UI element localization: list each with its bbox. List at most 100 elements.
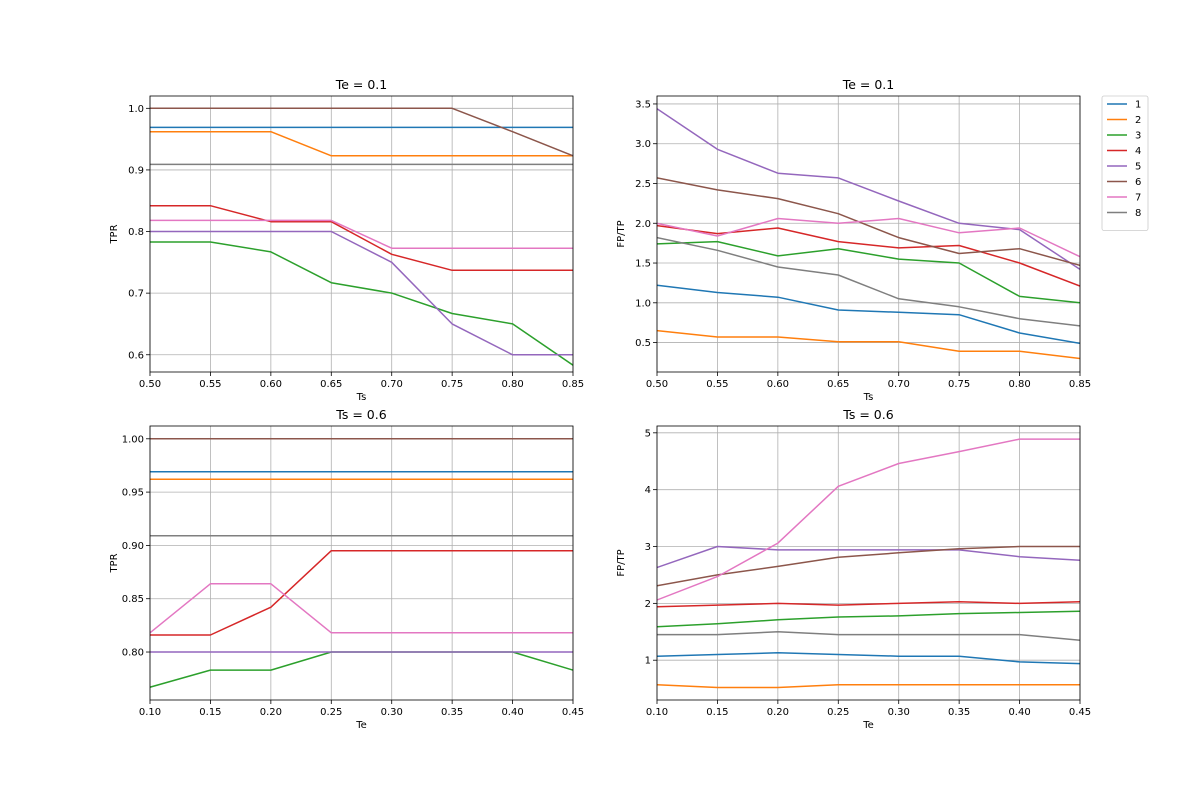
x-axis-label: Te bbox=[862, 720, 874, 731]
series-line-3 bbox=[150, 241, 573, 367]
x-tick-label: 0.65 bbox=[320, 379, 342, 390]
series-line-8 bbox=[657, 631, 1080, 642]
x-tick-label: 0.40 bbox=[501, 707, 523, 718]
subplot-title: Ts = 0.6 bbox=[335, 407, 386, 422]
x-tick-label: 0.85 bbox=[562, 379, 584, 390]
series-line-7 bbox=[150, 219, 573, 249]
series-group bbox=[657, 107, 1080, 360]
axes-frame bbox=[149, 425, 574, 701]
y-axis-label: TPR bbox=[109, 553, 120, 573]
legend-label-1: 1 bbox=[1135, 100, 1141, 111]
series-line-7 bbox=[150, 583, 573, 634]
y-tick-label: 0.7 bbox=[128, 289, 144, 300]
x-tick-label: 0.80 bbox=[1008, 379, 1030, 390]
legend-label-4: 4 bbox=[1135, 146, 1141, 157]
subplot-title: Ts = 0.6 bbox=[842, 407, 893, 422]
y-tick-label: 4 bbox=[645, 485, 651, 496]
x-tick-label: 0.75 bbox=[948, 379, 970, 390]
x-axis-label: Ts bbox=[356, 392, 367, 403]
y-tick-label: 1.00 bbox=[122, 434, 144, 445]
y-tick-label: 0.85 bbox=[122, 594, 144, 605]
series-line-5 bbox=[657, 545, 1080, 569]
y-tick-label: 1.0 bbox=[128, 104, 144, 115]
x-tick-label: 0.35 bbox=[948, 707, 970, 718]
y-tick-label: 3 bbox=[645, 542, 651, 553]
series-line-6 bbox=[657, 177, 1080, 267]
series-group bbox=[657, 438, 1080, 689]
subplot-3: 0.10 0.15 0.20 0.25 0.30 0.35 0.40 0.45 0.80 0.85… bbox=[109, 407, 584, 731]
y-tick-label: 0.9 bbox=[128, 165, 144, 176]
x-tick-label: 0.40 bbox=[1008, 707, 1030, 718]
x-tick-label: 0.30 bbox=[888, 707, 910, 718]
series-line-3 bbox=[657, 240, 1080, 304]
subplot-title: Te = 0.1 bbox=[842, 77, 895, 92]
y-tick-label: 1 bbox=[645, 656, 651, 667]
y-tick-label: 3.5 bbox=[635, 99, 651, 110]
series-line-4 bbox=[657, 600, 1080, 608]
x-tick-label: 0.85 bbox=[1069, 379, 1091, 390]
series-line-6 bbox=[657, 545, 1080, 587]
subplot-1: 0.50 0.55 0.60 0.65 0.70 0.75 0.80 0.85 0.6 0.7 0.… bbox=[109, 77, 584, 403]
legend-label-7: 7 bbox=[1135, 193, 1141, 204]
x-tick-label: 0.65 bbox=[827, 379, 849, 390]
x-tick-label: 0.45 bbox=[1069, 707, 1091, 718]
subplot-2: 0.50 0.55 0.60 0.65 0.70 0.75 0.80 0.85 0.5 1.0 1.… bbox=[616, 77, 1091, 403]
legend-label-5: 5 bbox=[1135, 162, 1141, 173]
axes-frame bbox=[149, 95, 574, 373]
series-line-4 bbox=[150, 204, 573, 272]
y-tick-label: 3.0 bbox=[635, 139, 651, 150]
y-tick-label: 5 bbox=[645, 428, 651, 439]
legend-label-6: 6 bbox=[1135, 177, 1141, 188]
y-tick-label: 0.8 bbox=[128, 227, 144, 238]
x-tick-label: 0.25 bbox=[320, 707, 342, 718]
x-tick-label: 0.10 bbox=[139, 707, 161, 718]
x-tick-label: 0.15 bbox=[199, 707, 221, 718]
x-tick-label: 0.80 bbox=[501, 379, 523, 390]
subplot-4: 0.10 0.15 0.20 0.25 0.30 0.35 0.40 0.45 1 2 3 4 5 Ts … bbox=[616, 407, 1091, 731]
y-tick-label: 0.6 bbox=[128, 350, 144, 361]
y-tick-label: 2 bbox=[645, 599, 651, 610]
y-axis-label: TPR bbox=[109, 224, 120, 244]
x-tick-label: 0.30 bbox=[381, 707, 403, 718]
x-tick-label: 0.55 bbox=[199, 379, 221, 390]
legend-label-3: 3 bbox=[1135, 131, 1141, 142]
x-tick-label: 0.20 bbox=[260, 707, 282, 718]
x-tick-label: 0.15 bbox=[706, 707, 728, 718]
legend-label-8: 8 bbox=[1135, 208, 1141, 219]
legend-label-2: 2 bbox=[1135, 115, 1141, 126]
series-line-7 bbox=[657, 217, 1080, 258]
series-line-2 bbox=[150, 130, 573, 157]
x-tick-label: 0.55 bbox=[706, 379, 728, 390]
series-line-1 bbox=[657, 284, 1080, 345]
series-line-4 bbox=[150, 549, 573, 636]
y-tick-label: 0.90 bbox=[122, 541, 144, 552]
y-tick-label: 1.0 bbox=[635, 298, 651, 309]
y-tick-label: 2.0 bbox=[635, 219, 651, 230]
y-tick-label: 0.5 bbox=[635, 338, 651, 349]
x-tick-label: 0.70 bbox=[888, 379, 910, 390]
series-group bbox=[150, 438, 573, 688]
subplot-title: Te = 0.1 bbox=[335, 77, 388, 92]
x-tick-label: 0.25 bbox=[827, 707, 849, 718]
series-line-2 bbox=[657, 329, 1080, 360]
x-tick-label: 0.75 bbox=[441, 379, 463, 390]
x-tick-label: 0.60 bbox=[260, 379, 282, 390]
axes-frame bbox=[656, 95, 1081, 373]
x-tick-label: 0.20 bbox=[767, 707, 789, 718]
x-tick-label: 0.35 bbox=[441, 707, 463, 718]
series-line-1 bbox=[657, 652, 1080, 665]
x-tick-label: 0.50 bbox=[139, 379, 161, 390]
x-tick-label: 0.50 bbox=[646, 379, 668, 390]
x-axis-label: Ts bbox=[863, 392, 874, 403]
x-tick-label: 0.60 bbox=[767, 379, 789, 390]
y-tick-label: 1.5 bbox=[635, 259, 651, 270]
series-line-6 bbox=[150, 107, 573, 157]
legend: 1 2 3 4 5 6 7 8 bbox=[1101, 95, 1149, 231]
series-group bbox=[150, 107, 573, 367]
y-tick-label: 0.95 bbox=[122, 488, 144, 499]
x-axis-label: Te bbox=[355, 720, 367, 731]
y-tick-label: 2.5 bbox=[635, 179, 651, 190]
y-axis-label: FP/TP bbox=[616, 549, 627, 576]
series-line-2 bbox=[657, 683, 1080, 689]
